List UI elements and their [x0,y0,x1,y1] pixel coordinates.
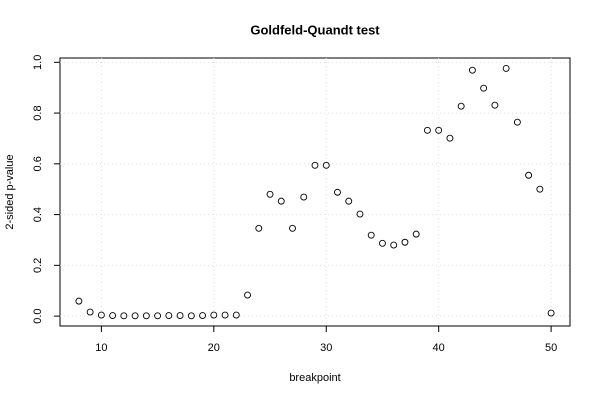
point [491,101,499,109]
point [356,210,364,218]
point [446,134,454,142]
y-tick-label: 0.6 [32,156,44,171]
point [401,238,409,246]
point [322,161,330,169]
y-tick-label: 0.8 [32,105,44,120]
point [255,224,263,232]
point [199,312,207,320]
point [244,291,251,299]
chart-title: Goldfeld-Quandt test [250,22,380,37]
plot-frame [59,57,571,327]
point [75,297,83,305]
point [468,66,476,74]
point [232,311,240,319]
y-tick-label: 0.2 [32,258,44,273]
point [266,190,274,198]
point [536,185,544,193]
point [277,197,285,205]
point [210,311,218,319]
x-tick-label: 10 [95,342,107,354]
x-tick-label: 50 [545,342,557,354]
x-tick-label: 40 [433,342,445,354]
point [109,312,117,320]
point [142,312,150,320]
point [334,188,341,196]
point [131,312,139,320]
point [457,102,465,110]
y-tick-label: 0.4 [32,207,44,222]
point [379,239,386,247]
point [367,231,375,239]
y-axis-label: 2-sided p-value [4,154,16,229]
y-tick-label: 0.0 [32,308,44,323]
point [86,308,94,316]
point [513,118,521,126]
point [390,241,398,249]
x-axis-label: breakpoint [289,372,340,384]
point [154,312,162,320]
point [176,312,184,320]
point [525,171,533,179]
point [97,311,105,319]
point [221,311,229,319]
x-tick-label: 30 [320,342,332,354]
y-tick-label: 1.0 [32,55,44,70]
point [311,161,319,169]
point [480,84,488,92]
x-tick-label: 20 [208,342,220,354]
point [165,312,173,320]
point [412,230,420,238]
point [502,64,510,72]
point [187,312,195,320]
point [423,126,431,134]
point [345,197,353,205]
point [120,312,128,320]
point [435,126,443,134]
point [300,193,308,201]
point [289,224,296,232]
point [547,309,555,317]
